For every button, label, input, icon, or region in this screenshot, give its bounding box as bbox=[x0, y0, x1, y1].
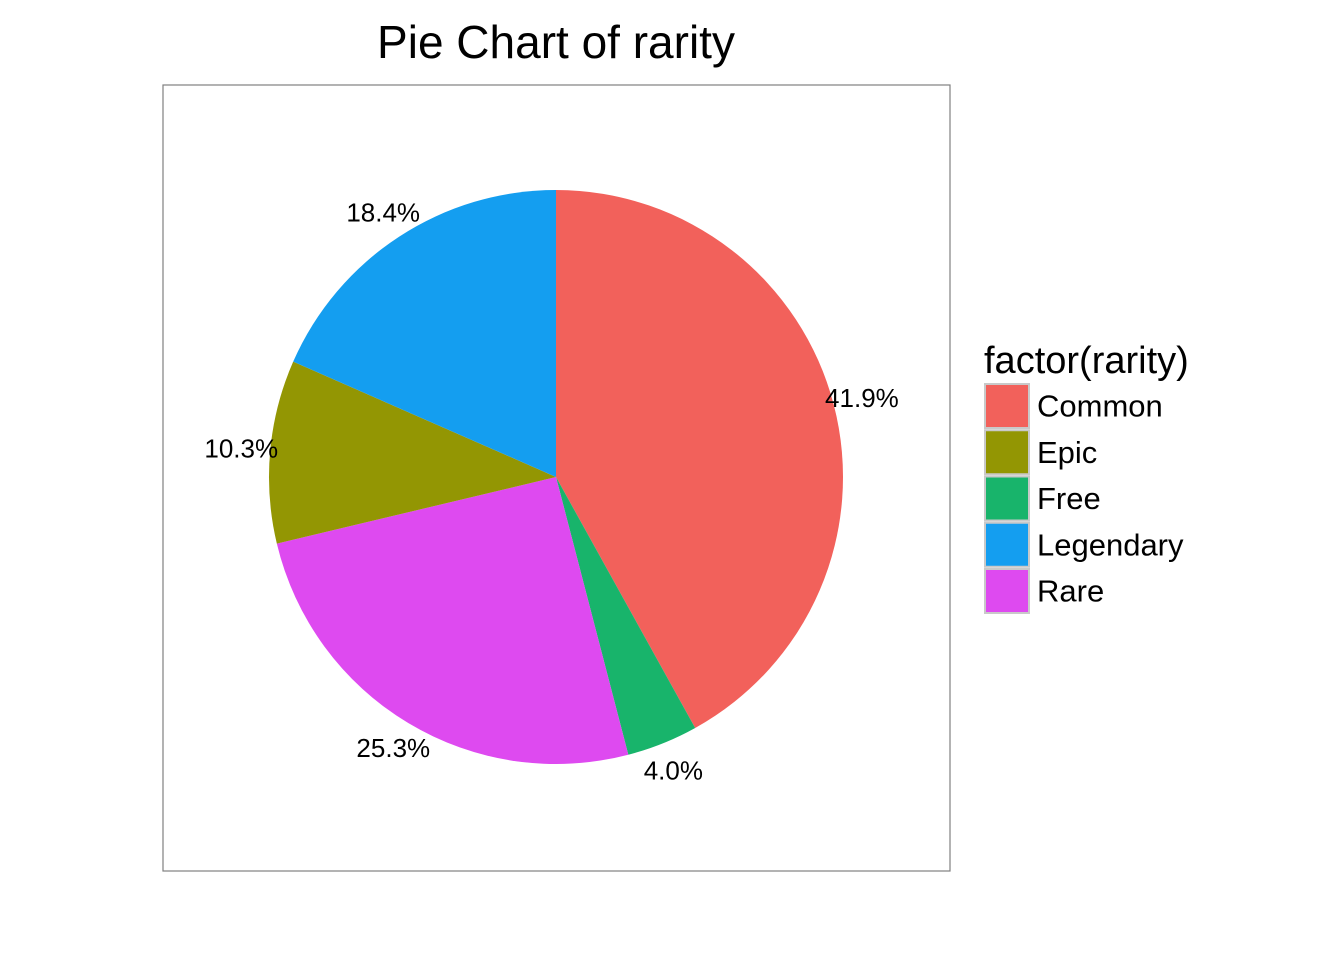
chart-title: Pie Chart of rarity bbox=[377, 16, 735, 68]
legend-label-common: Common bbox=[1037, 389, 1163, 424]
pie-slices bbox=[269, 190, 843, 764]
slice-label-free: 4.0% bbox=[644, 755, 703, 785]
legend: factor(rarity) Common Epic Free Legendary Ra… bbox=[984, 340, 1189, 614]
legend-item-epic: Epic bbox=[984, 429, 1097, 476]
legend-swatch-rare bbox=[984, 568, 1030, 614]
legend-swatch-common bbox=[984, 383, 1030, 429]
legend-item-legendary: Legendary bbox=[984, 521, 1184, 568]
legend-items: Common Epic Free Legendary Rare bbox=[984, 383, 1184, 614]
legend-label-epic: Epic bbox=[1037, 435, 1097, 470]
legend-item-common: Common bbox=[984, 383, 1163, 429]
slice-label-common: 41.9% bbox=[825, 383, 899, 413]
slice-label-epic: 10.3% bbox=[204, 434, 278, 464]
legend-swatch-free bbox=[984, 475, 1030, 522]
slice-label-legendary: 18.4% bbox=[346, 197, 420, 227]
pie-slice-free bbox=[556, 477, 696, 755]
legend-label-legendary: Legendary bbox=[1037, 527, 1184, 562]
legend-item-rare: Rare bbox=[984, 568, 1104, 614]
slice-label-rare: 25.3% bbox=[356, 733, 430, 763]
legend-title: factor(rarity) bbox=[984, 340, 1189, 382]
pie-slice-legendary bbox=[293, 190, 556, 477]
pie-slice-epic bbox=[269, 361, 556, 544]
legend-label-free: Free bbox=[1037, 481, 1101, 516]
pie-slice-common bbox=[556, 190, 843, 728]
slice-labels: 41.9% 4.0% 25.3% 10.3% 18.4% bbox=[204, 197, 898, 785]
legend-swatch-epic bbox=[984, 429, 1030, 476]
legend-item-free: Free bbox=[984, 475, 1101, 522]
legend-swatch-legendary bbox=[984, 521, 1030, 568]
pie-slice-rare bbox=[276, 477, 629, 764]
legend-label-rare: Rare bbox=[1037, 574, 1104, 609]
